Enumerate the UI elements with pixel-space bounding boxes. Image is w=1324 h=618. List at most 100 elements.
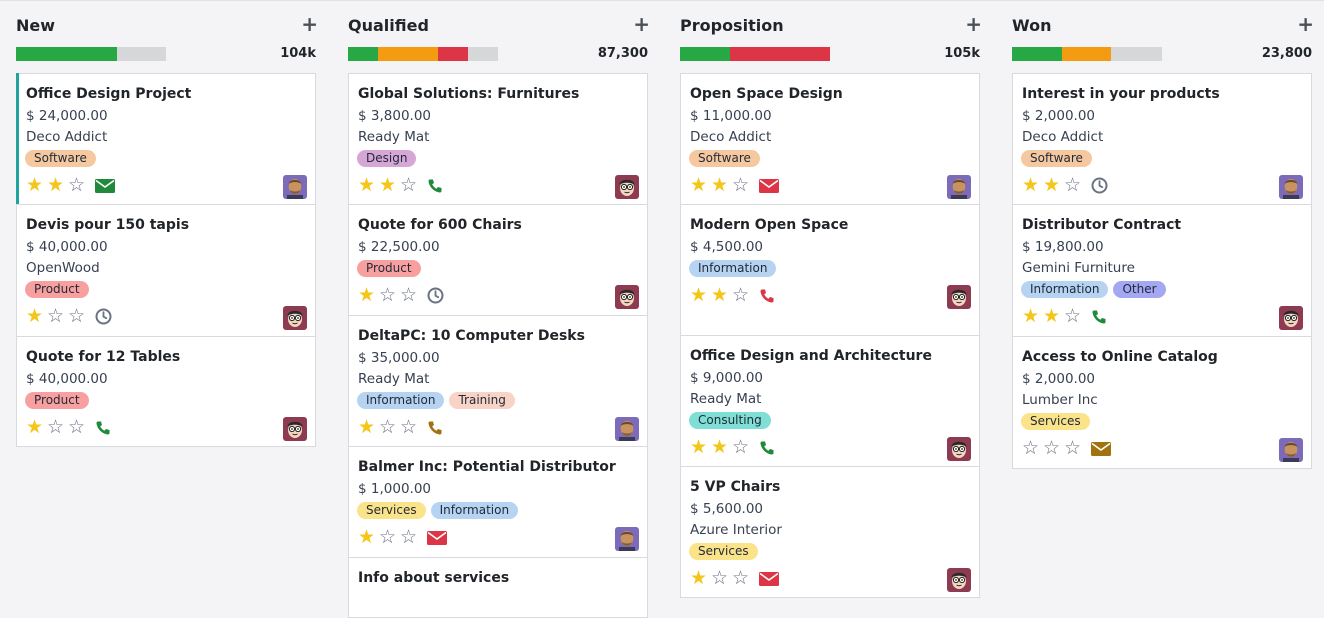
star-icon[interactable]: ☆ [731,174,750,196]
priority-stars[interactable]: ★ ★ ☆ [1021,307,1082,326]
phone-icon[interactable] [95,420,111,436]
opportunity-card[interactable]: Global Solutions: Furnitures $ 3,800.00 Re… [348,73,648,205]
opportunity-card[interactable]: 5 VP Chairs $ 5,600.00 Azure Interior Servi… [680,467,980,598]
star-icon[interactable]: ★ [710,284,729,306]
priority-stars[interactable]: ★ ☆ ☆ [689,569,750,588]
email-icon[interactable] [95,178,115,193]
phone-icon[interactable] [759,288,775,304]
opportunity-card[interactable]: Office Design and Architecture $ 9,000.00… [680,336,980,467]
star-icon[interactable]: ★ [1042,174,1061,196]
star-icon[interactable]: ★ [357,174,376,196]
star-icon[interactable]: ★ [710,436,729,458]
avatar[interactable] [1279,175,1303,199]
star-icon[interactable]: ★ [1021,305,1040,327]
star-icon[interactable]: ☆ [731,284,750,306]
priority-stars[interactable]: ★ ☆ ☆ [25,307,86,326]
star-icon[interactable]: ☆ [46,416,65,438]
star-icon[interactable]: ★ [46,174,65,196]
clock-icon[interactable] [95,308,112,325]
opportunity-card[interactable]: Quote for 600 Chairs $ 22,500.00 Product ★ ☆… [348,205,648,316]
priority-stars[interactable]: ★ ★ ☆ [689,286,750,305]
avatar[interactable] [615,527,639,551]
star-icon[interactable]: ☆ [67,174,86,196]
add-card-button[interactable]: + [633,12,650,36]
avatar[interactable] [947,285,971,309]
star-icon[interactable]: ☆ [1063,437,1082,459]
clock-icon[interactable] [427,287,444,304]
star-icon[interactable]: ★ [357,526,376,548]
avatar[interactable] [947,568,971,592]
star-icon[interactable]: ★ [25,305,44,327]
avatar[interactable] [283,175,307,199]
star-icon[interactable]: ☆ [46,305,65,327]
opportunity-card[interactable]: Modern Open Space $ 4,500.00 Information ★ ★… [680,205,980,336]
priority-stars[interactable]: ★ ★ ☆ [1021,176,1082,195]
star-icon[interactable]: ☆ [399,416,418,438]
star-icon[interactable]: ☆ [67,305,86,327]
star-icon[interactable]: ☆ [399,526,418,548]
progress-segment[interactable] [1061,47,1111,61]
phone-icon[interactable] [1091,309,1107,325]
column-progress-bar[interactable] [16,47,166,61]
column-progress-bar[interactable] [1012,47,1162,61]
avatar[interactable] [615,417,639,441]
star-icon[interactable]: ★ [25,174,44,196]
column-progress-bar[interactable] [680,47,830,61]
phone-icon[interactable] [759,440,775,456]
star-icon[interactable]: ☆ [378,526,397,548]
star-icon[interactable]: ☆ [378,416,397,438]
star-icon[interactable]: ☆ [1021,437,1040,459]
avatar[interactable] [1279,306,1303,330]
progress-segment[interactable] [438,47,468,61]
star-icon[interactable]: ☆ [67,416,86,438]
priority-stars[interactable]: ★ ☆ ☆ [357,286,418,305]
star-icon[interactable]: ★ [689,174,708,196]
priority-stars[interactable]: ★ ☆ ☆ [357,418,418,437]
email-icon[interactable] [427,530,447,545]
add-card-button[interactable]: + [1297,12,1314,36]
avatar[interactable] [947,437,971,461]
opportunity-card[interactable]: Interest in your products $ 2,000.00 Deco … [1012,73,1312,205]
opportunity-card[interactable]: Distributor Contract $ 19,800.00 Gemini Fu… [1012,205,1312,337]
priority-stars[interactable]: ★ ★ ☆ [25,176,86,195]
email-icon[interactable] [759,571,779,586]
star-icon[interactable]: ☆ [378,284,397,306]
star-icon[interactable]: ★ [710,174,729,196]
clock-icon[interactable] [1091,177,1108,194]
star-icon[interactable]: ★ [689,436,708,458]
avatar[interactable] [283,306,307,330]
priority-stars[interactable]: ☆ ☆ ☆ [1021,439,1082,458]
email-icon[interactable] [1091,441,1111,456]
progress-segment[interactable] [680,47,730,61]
priority-stars[interactable]: ★ ☆ ☆ [25,418,86,437]
opportunity-card[interactable]: Office Design Project $ 24,000.00 Deco Add… [16,73,316,205]
progress-segment[interactable] [348,47,378,61]
progress-segment[interactable] [1012,47,1062,61]
star-icon[interactable]: ☆ [710,567,729,589]
opportunity-card[interactable]: Quote for 12 Tables $ 40,000.00 Product ★ ☆ ☆ [16,337,316,447]
column-progress-bar[interactable] [348,47,498,61]
star-icon[interactable]: ★ [689,567,708,589]
star-icon[interactable]: ★ [378,174,397,196]
avatar[interactable] [283,417,307,441]
star-icon[interactable]: ★ [357,416,376,438]
opportunity-card[interactable]: Access to Online Catalog $ 2,000.00 Lumber… [1012,337,1312,469]
star-icon[interactable]: ☆ [1063,305,1082,327]
priority-stars[interactable]: ★ ★ ☆ [689,176,750,195]
star-icon[interactable]: ☆ [731,567,750,589]
star-icon[interactable]: ★ [1021,174,1040,196]
phone-icon[interactable] [427,420,443,436]
priority-stars[interactable]: ★ ★ ☆ [689,438,750,457]
avatar[interactable] [615,175,639,199]
star-icon[interactable]: ☆ [1063,174,1082,196]
progress-segment[interactable] [378,47,438,61]
star-icon[interactable]: ★ [689,284,708,306]
add-card-button[interactable]: + [301,12,318,36]
avatar[interactable] [1279,438,1303,462]
star-icon[interactable]: ★ [25,416,44,438]
progress-segment[interactable] [729,47,830,61]
phone-icon[interactable] [427,178,443,194]
star-icon[interactable]: ☆ [399,284,418,306]
priority-stars[interactable]: ★ ☆ ☆ [357,528,418,547]
avatar[interactable] [947,175,971,199]
